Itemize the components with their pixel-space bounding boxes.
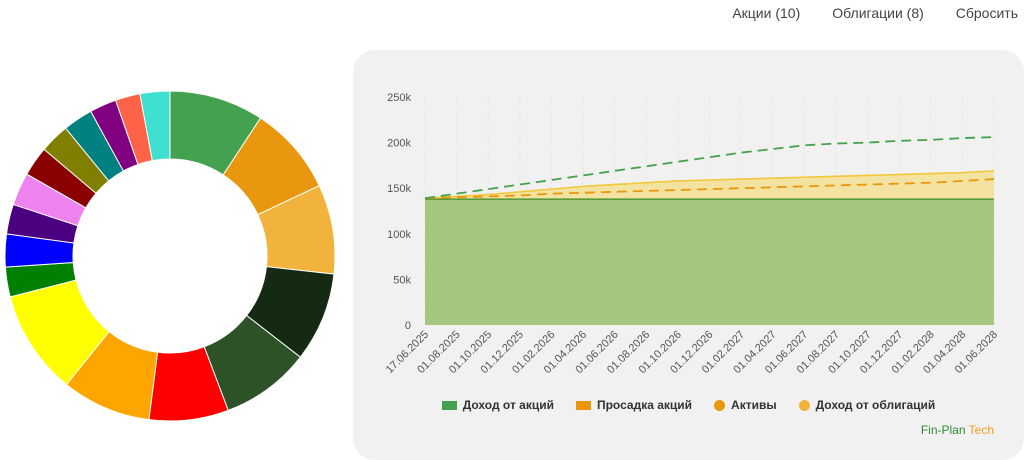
donut-slice — [139, 90, 171, 162]
legend-swatch — [798, 399, 810, 411]
legend-item[interactable]: Активы — [714, 398, 777, 412]
filter-links: Акции (10) Облигации (8) Сбросить — [732, 5, 1018, 21]
bonds-income-area — [425, 170, 994, 200]
legend-item[interactable]: Доход от облигаций — [798, 398, 936, 412]
legend-label: Доход от облигаций — [815, 398, 936, 412]
reset-link[interactable]: Сбросить — [955, 5, 1018, 21]
y-tick-label: 250k — [387, 92, 411, 104]
chart-panel: 0 50k 100k 150k 200k 250k 17.06.2025 01.08.2025… — [353, 50, 1024, 460]
y-tick-label: 50k — [393, 274, 411, 286]
legend-label: Просадка акций — [596, 398, 693, 412]
stocks-income-area — [425, 199, 994, 325]
legend-item[interactable]: Просадка акций — [575, 398, 693, 412]
y-tick-label: 0 — [405, 320, 411, 332]
legend-swatch — [714, 399, 726, 411]
chart-legend: Доход от акций Просадка акций Активы Дох… — [353, 398, 1024, 412]
brand-credit: Fin-Plan Tech — [921, 423, 994, 437]
income-area-chart: 050k100k150k200k250k17.06.202501.08.2025… — [384, 92, 1000, 376]
stocks-filter-link[interactable]: Акции (10) — [732, 5, 801, 21]
y-tick-label: 200k — [387, 138, 411, 150]
bonds-filter-link[interactable]: Облигации (8) — [832, 5, 924, 21]
legend-label: Доход от акций — [462, 398, 554, 412]
y-tick-label: 150k — [387, 183, 411, 195]
legend-label: Активы — [731, 398, 777, 412]
legend-swatch — [441, 400, 457, 410]
y-tick-label: 100k — [387, 229, 411, 241]
portfolio-donut-chart — [4, 90, 336, 422]
bonds-income-line — [424, 170, 995, 200]
brand-part2: Tech — [968, 423, 994, 437]
legend-item[interactable]: Доход от акций — [441, 398, 554, 412]
legend-swatch — [575, 400, 591, 410]
brand-part1: Fin-Plan — [920, 423, 966, 437]
